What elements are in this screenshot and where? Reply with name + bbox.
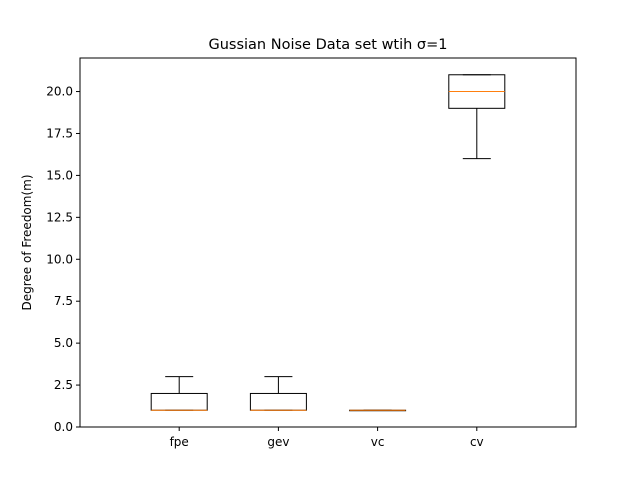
x-tick-label: gev: [267, 435, 289, 449]
x-tick-label: fpe: [170, 435, 189, 449]
y-tick-label: 20.0: [46, 85, 73, 99]
chart-title: Gussian Noise Data set wtih σ=1: [208, 37, 447, 53]
box-gev: [249, 392, 307, 411]
y-tick-label: 10.0: [46, 252, 73, 266]
y-tick-label: 17.5: [46, 126, 73, 140]
x-tick-label: cv: [470, 435, 484, 449]
plot-area: 0.0 2.5 5.0 7.5 10.0 12.5 15.0 17.5 20.0 fpe gev vc…: [46, 74, 506, 449]
y-tick-label: 15.0: [46, 168, 73, 182]
y-tick-label: 0.0: [54, 420, 73, 434]
x-tick-label: vc: [371, 435, 385, 449]
y-tick-label: 2.5: [54, 378, 73, 392]
y-tick-label: 7.5: [54, 294, 73, 308]
y-tick-label: 5.0: [54, 336, 73, 350]
y-tick-label: 12.5: [46, 210, 73, 224]
plot-frame: [79, 57, 577, 428]
box-fpe: [150, 392, 208, 411]
y-axis-title: Degree of Freedom(m): [20, 174, 34, 310]
